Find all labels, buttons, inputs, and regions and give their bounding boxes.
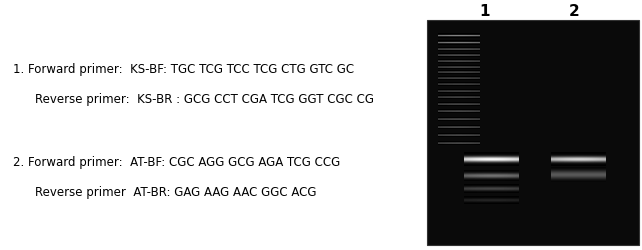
- Text: 2: 2: [569, 4, 580, 19]
- Text: 1. Forward primer:  KS-BF: TGC TCG TCC TCG CTG GTC GC: 1. Forward primer: KS-BF: TGC TCG TCC TC…: [13, 64, 354, 76]
- Bar: [427, 20, 639, 245]
- Text: Reverse primer  AT-BR: GAG AAG AAC GGC ACG: Reverse primer AT-BR: GAG AAG AAC GGC AC…: [35, 186, 317, 199]
- Text: 1: 1: [480, 4, 490, 19]
- Text: 2. Forward primer:  AT-BF: CGC AGG GCG AGA TCG CCG: 2. Forward primer: AT-BF: CGC AGG GCG AG…: [13, 156, 340, 169]
- Text: Reverse primer:  KS-BR : GCG CCT CGA TCG GGT CGC CG: Reverse primer: KS-BR : GCG CCT CGA TCG …: [35, 94, 374, 106]
